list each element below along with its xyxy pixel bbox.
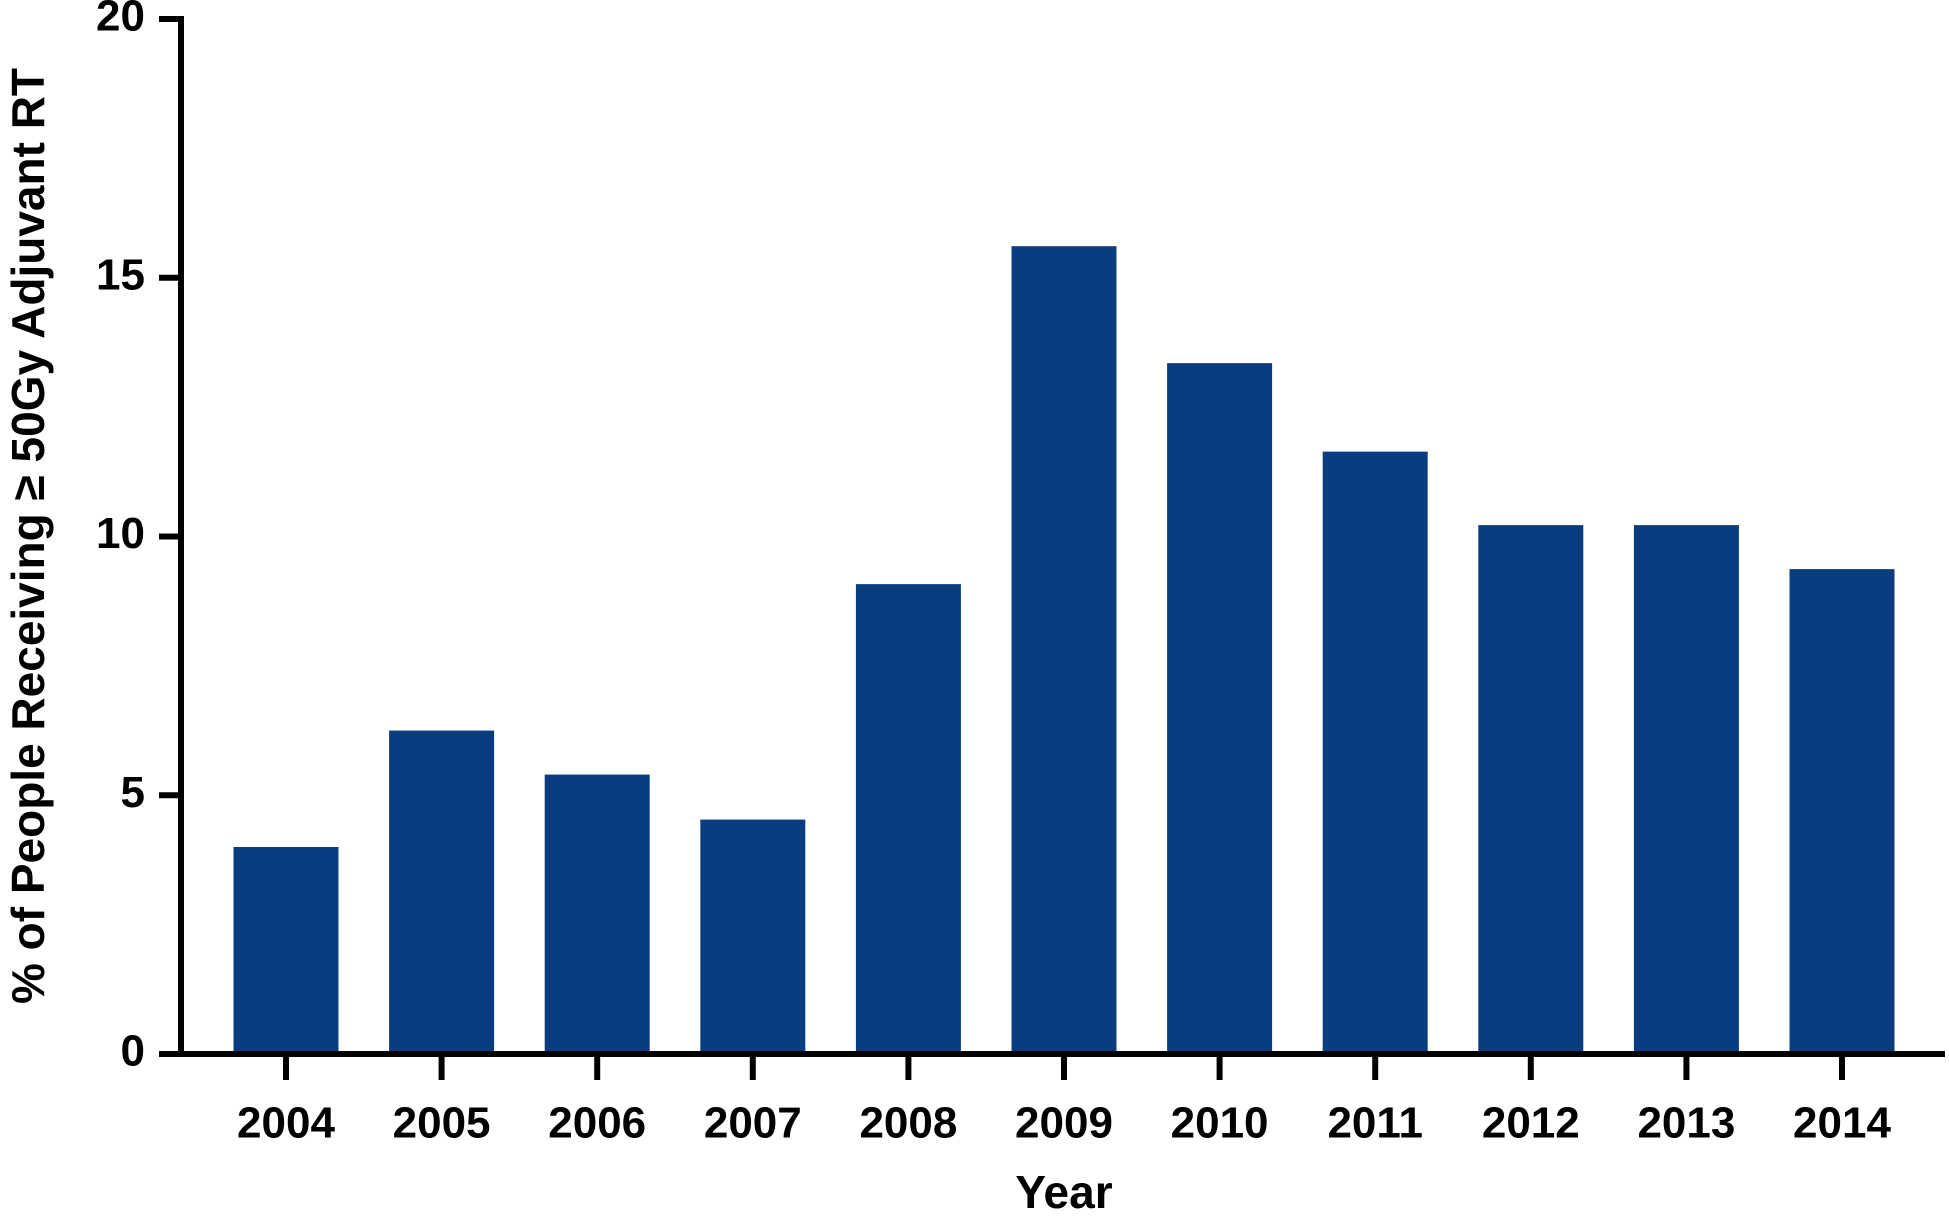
bar (389, 730, 495, 1054)
bar (1478, 525, 1584, 1054)
bar (233, 847, 339, 1054)
x-tick-label: 2012 (1482, 1099, 1580, 1148)
y-tick-label: 15 (96, 250, 145, 299)
x-tick-label: 2004 (237, 1099, 335, 1148)
x-tick-label: 2006 (548, 1099, 646, 1148)
x-tick-label: 2011 (1327, 1099, 1422, 1148)
x-tick-label: 2009 (1015, 1099, 1113, 1148)
y-tick-label: 10 (96, 509, 145, 558)
x-tick-label: 2007 (704, 1099, 802, 1148)
y-tick-label: 20 (96, 0, 145, 41)
x-axis-title: Year (1015, 1166, 1112, 1218)
bar (1633, 525, 1739, 1054)
x-tick-label: 2014 (1793, 1099, 1891, 1148)
x-tick-label: 2005 (393, 1099, 491, 1148)
bar (544, 774, 650, 1054)
bar (1167, 363, 1273, 1054)
y-tick-label: 5 (121, 768, 145, 817)
y-axis-title: % of People Receiving ≥ 50Gy Adjuvant RT (2, 68, 54, 1004)
bar (855, 584, 961, 1054)
bar (1011, 246, 1117, 1054)
bar (1789, 569, 1895, 1054)
bar (700, 819, 806, 1054)
x-tick-label: 2010 (1171, 1099, 1269, 1148)
x-tick-label: 2013 (1637, 1099, 1735, 1148)
x-tick-label: 2008 (859, 1099, 957, 1148)
bar (1322, 451, 1428, 1054)
y-tick-label: 0 (121, 1027, 145, 1076)
